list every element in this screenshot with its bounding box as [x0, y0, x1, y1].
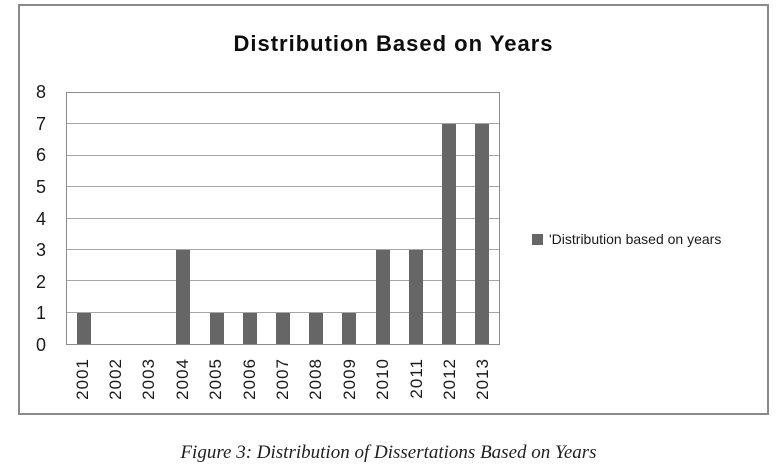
x-tick-label: 2005: [206, 358, 226, 400]
y-tick-label: 5: [35, 176, 46, 197]
y-tick-label: 0: [35, 335, 46, 355]
x-tick-label: 2011: [406, 358, 426, 399]
figure-caption: Figure 3: Distribution of Dissertations …: [180, 442, 597, 463]
bar-2008: [309, 312, 324, 344]
x-tick-label: 2012: [439, 358, 459, 400]
x-axis-labels: 2001 2002 2003 2004 2005 2006 2007 2008 2009 2010…: [66, 352, 500, 414]
x-tick-label: 2003: [139, 358, 159, 400]
x-tick-label: 2004: [172, 358, 192, 400]
x-tick-label: 2001: [72, 358, 92, 400]
y-tick-label: 4: [35, 208, 46, 229]
bar-2006: [242, 312, 257, 344]
bar-2010: [375, 249, 390, 344]
gridline: [67, 217, 499, 219]
bar-2004: [176, 249, 191, 344]
y-axis-labels: 0 1 2 3 4 5 6 7 8: [0, 83, 46, 354]
gridline: [67, 311, 499, 313]
bar-2007: [276, 312, 290, 344]
gridline: [67, 154, 499, 156]
bar-2001: [76, 312, 91, 344]
legend-swatch-icon: [532, 233, 543, 245]
bar-2011: [408, 249, 423, 344]
x-tick-label: 2009: [339, 358, 359, 400]
x-tick-label: 2008: [306, 358, 326, 400]
chart-title: Distribution Based on Years: [233, 31, 554, 56]
x-tick-label: 2002: [106, 358, 126, 400]
gridline: [67, 280, 499, 282]
gridline: [67, 186, 499, 188]
x-tick-label: 2006: [239, 358, 259, 400]
legend-label: 'Distribution based on years: [549, 231, 722, 247]
bar-2013: [475, 124, 490, 344]
y-tick-label: 2: [35, 271, 46, 292]
x-tick-label: 2007: [273, 358, 292, 400]
x-tick-label: 2010: [373, 358, 393, 400]
y-tick-label: 6: [35, 145, 46, 166]
gridline: [67, 123, 499, 125]
bar-2005: [209, 312, 224, 344]
y-tick-label: 3: [35, 240, 46, 261]
gridline: [67, 248, 499, 250]
y-tick-label: 8: [35, 82, 46, 102]
bar-2009: [342, 312, 357, 344]
y-tick-label: 1: [35, 303, 46, 324]
bar-2012: [442, 124, 457, 344]
plot-area: [66, 92, 500, 345]
x-tick-label: 2013: [473, 358, 493, 400]
y-tick-label: 7: [35, 113, 46, 134]
legend: 'Distribution based on years: [532, 231, 721, 247]
